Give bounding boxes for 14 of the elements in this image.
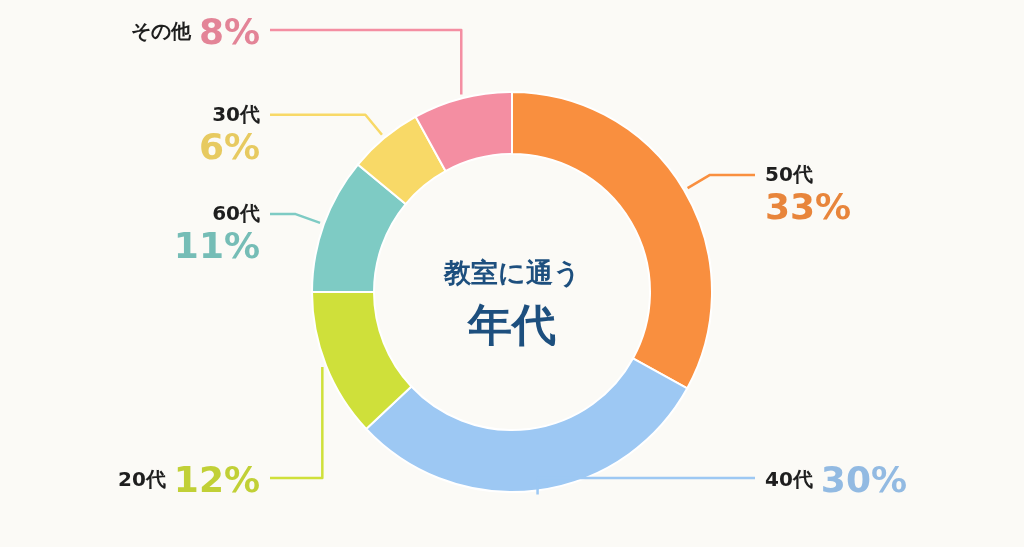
data-label: 30% (820, 459, 908, 500)
slice-label: 30代 (212, 101, 260, 126)
data-label: 6% (198, 125, 260, 167)
slice-label: 40代 (765, 467, 813, 491)
data-label: 33% (765, 185, 852, 227)
slice-label: 20代 (117, 467, 166, 491)
text: 年代 (467, 299, 556, 350)
data-label: 12% (173, 459, 260, 500)
slice-label: 50代 (765, 161, 813, 186)
slice-label: その他 (130, 19, 192, 43)
data-label: 11% (173, 225, 260, 267)
text: 教室に通う (442, 257, 581, 288)
slice-label: 60代 (212, 201, 260, 226)
data-label: 8% (198, 11, 260, 52)
